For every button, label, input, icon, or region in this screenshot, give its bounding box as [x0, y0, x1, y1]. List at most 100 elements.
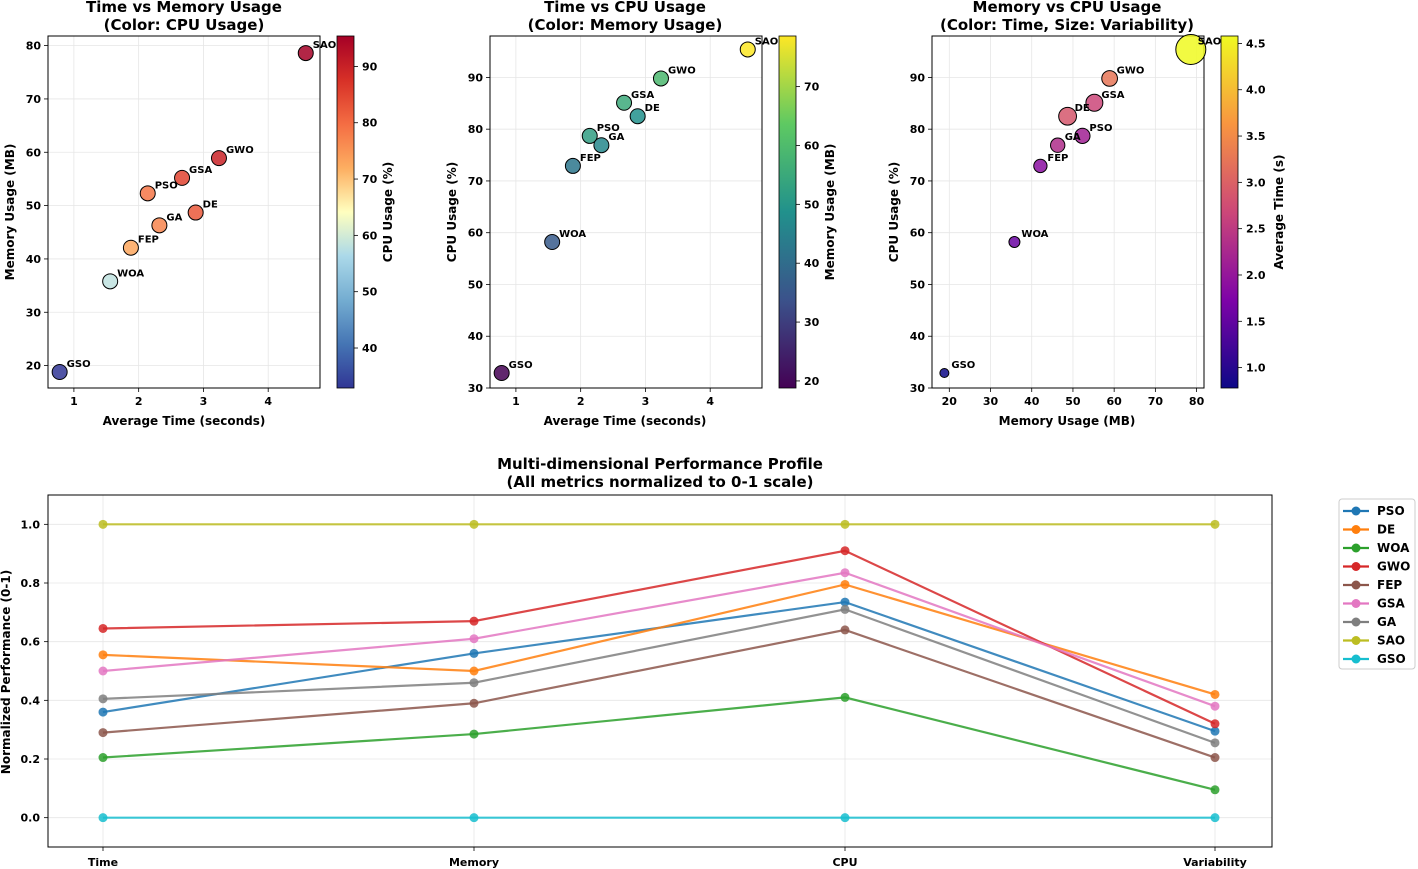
point-label-gsa: GSA — [631, 90, 654, 101]
x-tick-label: CPU — [832, 856, 857, 869]
legend-swatch-marker — [1351, 636, 1361, 645]
series-marker — [840, 579, 850, 589]
series-marker — [840, 604, 850, 614]
y-axis-label: CPU Usage (%) — [887, 162, 901, 262]
point-fep — [1033, 158, 1048, 174]
point-gso — [51, 364, 68, 380]
y-tick-label: 0.0 — [21, 812, 41, 825]
x-tick-label: 1 — [70, 395, 78, 408]
point-gsa — [616, 94, 633, 111]
colorbar-tick-label: 30 — [804, 316, 820, 329]
point-woa — [544, 234, 561, 251]
x-tick-label: 4 — [706, 395, 714, 408]
x-tick-label: 80 — [1189, 395, 1205, 408]
legend-item-woa: WOA — [1343, 541, 1410, 555]
series-marker — [469, 616, 479, 626]
y-tick-label: 0.2 — [21, 753, 41, 766]
legend-swatch-marker — [1351, 543, 1361, 553]
legend-label: GA — [1377, 615, 1397, 629]
y-axis-label: Normalized Performance (0-1) — [0, 570, 13, 774]
series-fep — [98, 625, 1220, 763]
series-marker — [98, 813, 108, 823]
point-pso — [139, 185, 156, 202]
point-de — [629, 108, 646, 125]
y-tick-label: 90 — [910, 71, 926, 84]
point-woa — [1008, 236, 1021, 249]
colorbar-tick-label: 20 — [804, 375, 820, 388]
series-gsa — [98, 568, 1220, 711]
point-label-fep: FEP — [1047, 153, 1068, 164]
y-tick-label: 0.4 — [21, 694, 41, 707]
series-marker — [469, 678, 479, 688]
series-de — [98, 579, 1220, 699]
chart-title-line2: (Color: CPU Usage) — [104, 16, 265, 34]
y-tick-label: 50 — [910, 278, 926, 291]
point-label-gso: GSO — [509, 360, 533, 371]
legend-swatch-marker — [1351, 654, 1361, 664]
point-fep — [122, 239, 139, 256]
series-marker — [469, 634, 479, 644]
colorbar-tick-label: 80 — [362, 117, 378, 130]
series-marker — [1210, 689, 1220, 699]
series-sao — [98, 519, 1220, 529]
grid — [48, 495, 1272, 847]
series-marker — [98, 753, 108, 763]
series-ga — [98, 604, 1220, 748]
colorbar-tick-label: 70 — [804, 81, 820, 94]
point-label-fep: FEP — [580, 153, 601, 164]
point-sao — [739, 41, 756, 58]
point-label-woa: WOA — [117, 268, 144, 279]
y-axis-ticks: 30 40 50 60 70 80 90 — [910, 71, 932, 395]
x-tick-label: 20 — [942, 395, 958, 408]
legend-label: GWO — [1377, 560, 1410, 574]
series-marker — [98, 728, 108, 738]
grid — [932, 36, 1204, 389]
x-axis-label: Average Time (seconds) — [544, 414, 707, 428]
colorbar — [778, 35, 797, 389]
colorbar-tick-label: 4.0 — [1246, 84, 1266, 97]
chart-time-memory: Time vs Memory Usage (Color: CPU Usage) … — [3, 0, 395, 428]
series-marker — [469, 666, 479, 676]
point-label-pso: PSO — [155, 180, 178, 191]
series-marker — [1210, 726, 1220, 736]
x-tick-label: Time — [88, 856, 118, 869]
y-axis-label: CPU Usage (%) — [445, 162, 459, 262]
y-tick-label: 40 — [26, 253, 42, 266]
legend-swatch-marker — [1351, 617, 1361, 627]
y-tick-label: 0.6 — [21, 636, 41, 649]
plot-area — [47, 35, 321, 389]
colorbar-tick-label: 40 — [362, 342, 378, 355]
grid — [48, 36, 320, 388]
colorbar-tick-label: 1.5 — [1246, 315, 1266, 328]
y-tick-label: 40 — [910, 330, 926, 343]
series-line — [102, 571, 1216, 708]
series-marker — [1210, 519, 1220, 529]
colorbar-ticks: 40 50 60 70 80 90 — [354, 60, 378, 355]
point-ga — [1050, 137, 1066, 153]
x-tick-label: 4 — [264, 395, 272, 408]
series-marker — [840, 813, 850, 823]
point-label-pso: PSO — [1089, 123, 1112, 134]
point-label-gwo: GWO — [226, 145, 254, 156]
legend-label: WOA — [1377, 541, 1410, 555]
colorbar-tick-label: 2.5 — [1246, 223, 1266, 236]
point-label-de: DE — [1075, 103, 1090, 114]
series-marker — [840, 568, 850, 578]
point-label-de: DE — [203, 200, 218, 211]
series-marker — [1210, 719, 1220, 729]
point-pso — [581, 127, 598, 144]
series-line — [102, 583, 1216, 696]
point-pso — [1074, 127, 1091, 145]
series-marker — [840, 546, 850, 556]
series-marker — [1210, 753, 1220, 763]
chart-title-line1: Time vs Memory Usage — [86, 0, 282, 16]
x-tick-label: Variability — [1183, 856, 1247, 869]
point-label-gsa: GSA — [189, 165, 212, 176]
colorbar-tick-label: 60 — [804, 139, 820, 152]
x-tick-label: Memory — [449, 856, 499, 869]
point-label-gwo: GWO — [668, 65, 696, 76]
x-tick-label: 2 — [577, 395, 585, 408]
series-line — [102, 696, 1216, 791]
